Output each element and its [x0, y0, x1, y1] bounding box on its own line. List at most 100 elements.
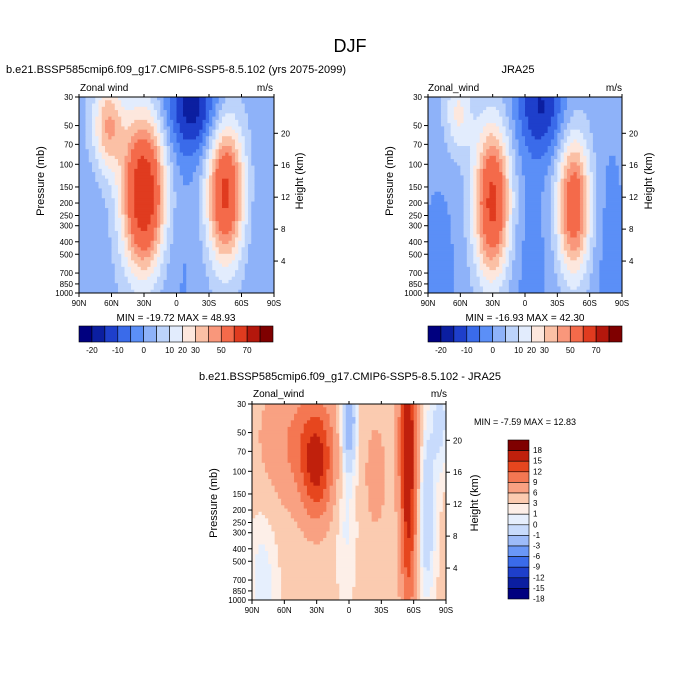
model-field-cell: [218, 152, 226, 157]
obs-field-cell: [525, 230, 542, 235]
obs-field-cell: [440, 191, 464, 196]
obs-field-cell: [550, 214, 555, 219]
model-field-cell: [238, 175, 242, 180]
model-field-cell: [111, 191, 119, 196]
model-field-cell: [114, 178, 122, 183]
diff-field-cell: [336, 407, 340, 411]
diff-y-tick-label: 300: [233, 529, 247, 538]
diff-field-cell: [345, 430, 353, 434]
model-field-cell: [176, 119, 187, 124]
obs-colorbar-swatch: [544, 325, 558, 343]
diff-field-cell: [442, 443, 447, 447]
obs-field-cell: [508, 159, 513, 163]
model-field-cell: [111, 195, 119, 199]
obs-field-cell: [486, 139, 500, 144]
obs-field-cell: [557, 244, 561, 248]
diff-field-cell: [423, 583, 434, 588]
diff-field-cell: [384, 449, 395, 454]
model-field-cell: [248, 250, 275, 255]
diff-field-cell: [423, 515, 434, 519]
model-field-cell: [98, 113, 103, 117]
diff-field-cell: [329, 417, 337, 421]
model-field-cell: [209, 217, 213, 222]
model-field-cell: [202, 214, 207, 219]
obs-field-cell: [428, 152, 452, 157]
diff-field-cell: [397, 580, 405, 585]
obs-field-cell: [482, 175, 503, 180]
model-field-cell: [137, 165, 151, 170]
diff-field-cell: [416, 505, 421, 509]
obs-field-cell: [570, 247, 578, 251]
obs-field-cell: [489, 155, 497, 160]
diff-field-cell: [413, 413, 418, 418]
obs-field-cell: [576, 247, 584, 251]
obs-field-cell: [508, 208, 513, 212]
diff-field-cell: [358, 420, 395, 424]
diff-field-cell: [407, 524, 411, 529]
panel-diff: b.e21.BSSP585cmip6.f09_g17.CMIP6-SSP5-8.…: [199, 371, 576, 615]
model-field-cell: [235, 168, 239, 173]
model-field-cell: [150, 136, 158, 140]
model-field-cell: [88, 152, 96, 157]
model-field-cell: [163, 126, 171, 131]
obs-colorbar-label: 70: [592, 346, 601, 355]
obs-field-cell: [502, 172, 506, 176]
diff-field-cell: [329, 466, 334, 470]
model-field-cell: [79, 119, 86, 124]
diff-field-cell: [339, 423, 343, 428]
obs-field-cell: [550, 244, 558, 248]
diff-field-cell: [423, 413, 427, 418]
obs-field-cell: [476, 195, 481, 199]
obs-field-cell: [554, 181, 558, 186]
obs-field-cell: [525, 227, 542, 232]
obs-field-cell: [583, 257, 591, 261]
obs-field-cell: [563, 165, 571, 170]
obs-field-cell: [440, 106, 448, 111]
diff-field-cell: [252, 472, 269, 477]
obs-field-cell: [482, 168, 500, 173]
model-field-cell: [199, 110, 207, 114]
diff-field-cell: [384, 459, 395, 464]
obs-field-cell: [567, 139, 574, 144]
obs-field-cell: [525, 181, 545, 186]
diff-field-cell: [345, 502, 350, 506]
obs-field-cell: [554, 106, 561, 111]
model-x-tick-label: 30S: [202, 299, 216, 308]
obs-field-cell: [476, 214, 481, 219]
obs-field-cell: [583, 198, 587, 202]
model-field-cell: [205, 123, 213, 127]
model-field-cell: [238, 214, 242, 219]
obs-field-cell: [515, 244, 523, 248]
diff-field-cell: [423, 521, 434, 526]
model-field-cell: [153, 152, 158, 157]
obs-field-cell: [505, 188, 510, 193]
obs-field-cell: [473, 227, 477, 232]
model-field-cell: [199, 211, 203, 215]
obs-field: [428, 97, 623, 294]
model-field-cell: [202, 217, 210, 222]
diff-field-cell: [339, 586, 353, 591]
diff-field-cell: [420, 511, 424, 516]
diff-field-cell: [407, 528, 411, 532]
obs-field-cell: [486, 263, 500, 268]
model-field-cell: [231, 276, 246, 281]
diff-field-cell: [423, 404, 431, 408]
diff-field-cell: [416, 410, 421, 415]
diff-field-cell: [323, 426, 334, 431]
diff-field-cell: [433, 482, 437, 487]
obs-field-cell: [476, 155, 481, 160]
diff-field-cell: [420, 596, 437, 601]
obs-field-cell: [499, 237, 503, 242]
diff-field-cell: [400, 407, 405, 411]
obs-field-cell: [518, 103, 526, 108]
obs-field-cell: [579, 159, 587, 163]
model-colorbar-label: 30: [191, 346, 200, 355]
diff-field-cell: [413, 469, 418, 473]
diff-colorbar-swatch: [507, 492, 530, 504]
obs-field-cell: [482, 178, 503, 183]
obs-field-cell: [508, 237, 513, 242]
model-field-cell: [196, 136, 203, 140]
obs-field-cell: [537, 110, 545, 114]
model-field-cell: [108, 211, 116, 215]
model-field-cell: [209, 110, 216, 114]
